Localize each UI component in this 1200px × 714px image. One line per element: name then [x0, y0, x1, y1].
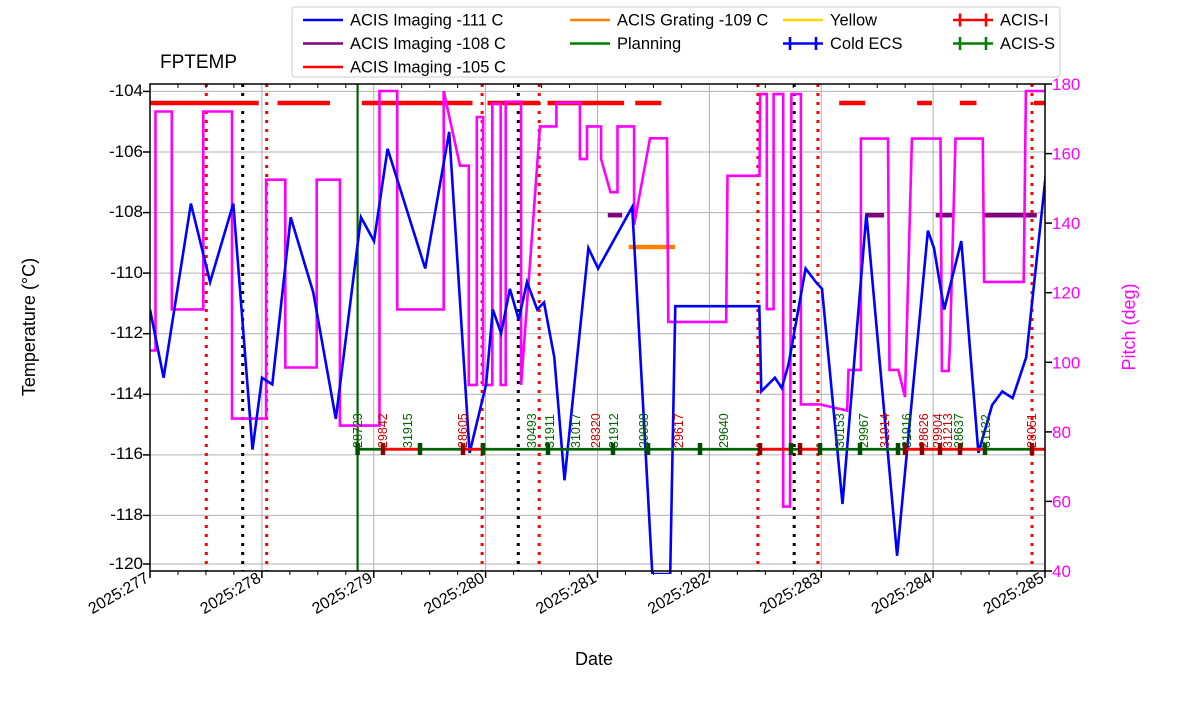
- svg-text:28320: 28320: [589, 413, 603, 448]
- svg-text:29842: 29842: [376, 413, 390, 448]
- svg-text:28637: 28637: [952, 413, 966, 448]
- svg-text:ACIS-S: ACIS-S: [1000, 35, 1055, 53]
- svg-text:-108: -108: [109, 202, 143, 221]
- svg-text:31912: 31912: [607, 413, 621, 448]
- svg-text:Pitch (deg): Pitch (deg): [1119, 283, 1139, 370]
- svg-text:31017: 31017: [569, 413, 583, 448]
- svg-text:ACIS Imaging -108 C: ACIS Imaging -108 C: [350, 35, 506, 53]
- svg-text:29967: 29967: [857, 413, 871, 448]
- svg-text:30153: 30153: [833, 413, 847, 448]
- svg-text:-106: -106: [109, 142, 143, 161]
- svg-text:Temperature (°C): Temperature (°C): [19, 258, 39, 396]
- svg-text:ACIS Grating -109 C: ACIS Grating -109 C: [617, 12, 768, 30]
- svg-text:31916: 31916: [900, 413, 914, 448]
- svg-text:29617: 29617: [672, 413, 686, 448]
- svg-text:Date: Date: [575, 649, 613, 669]
- svg-text:80: 80: [1052, 423, 1071, 442]
- svg-text:-114: -114: [110, 384, 143, 403]
- svg-text:ACIS Imaging -111 C: ACIS Imaging -111 C: [350, 12, 504, 30]
- svg-text:40: 40: [1052, 562, 1071, 581]
- svg-text:28051: 28051: [1025, 413, 1039, 448]
- svg-text:29640: 29640: [717, 413, 731, 448]
- svg-text:100: 100: [1052, 353, 1080, 372]
- svg-text:28605: 28605: [456, 413, 470, 448]
- svg-text:Cold ECS: Cold ECS: [830, 35, 902, 53]
- svg-text:160: 160: [1052, 145, 1080, 164]
- svg-text:28626: 28626: [917, 413, 931, 448]
- svg-text:-116: -116: [110, 444, 143, 463]
- svg-text:-118: -118: [110, 505, 143, 524]
- svg-text:30493: 30493: [525, 413, 539, 448]
- svg-text:28723: 28723: [351, 413, 365, 448]
- svg-text:140: 140: [1052, 214, 1080, 233]
- svg-text:31911: 31911: [543, 414, 557, 448]
- svg-text:180: 180: [1052, 75, 1080, 94]
- svg-text:-110: -110: [110, 263, 143, 282]
- svg-text:ACIS Imaging -105 C: ACIS Imaging -105 C: [350, 59, 506, 77]
- svg-text:31914: 31914: [878, 413, 892, 448]
- svg-text:Yellow: Yellow: [830, 12, 877, 30]
- svg-text:-120: -120: [109, 554, 143, 573]
- svg-text:60: 60: [1052, 492, 1071, 511]
- svg-text:31915: 31915: [401, 413, 415, 448]
- svg-text:Planning: Planning: [617, 35, 681, 53]
- svg-text:FPTEMP: FPTEMP: [160, 52, 237, 73]
- svg-text:-112: -112: [110, 323, 143, 342]
- svg-text:-104: -104: [109, 81, 143, 100]
- svg-text:29988: 29988: [637, 413, 651, 448]
- svg-text:ACIS-I: ACIS-I: [1000, 12, 1049, 30]
- svg-text:120: 120: [1052, 284, 1080, 303]
- svg-text:31132: 31132: [979, 414, 993, 448]
